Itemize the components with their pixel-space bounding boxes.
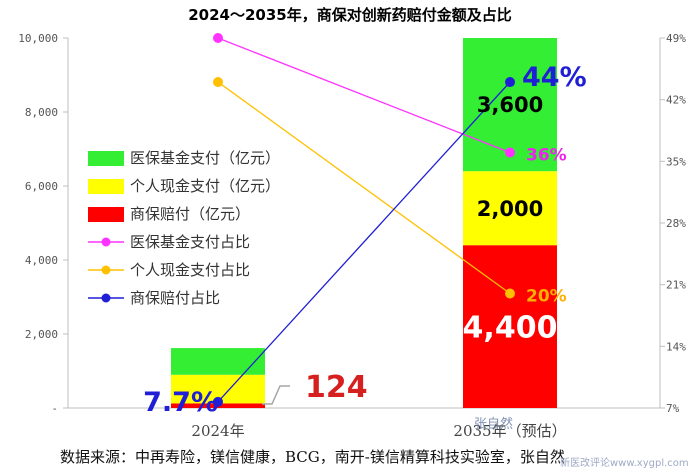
- left-tick-label: 4,000: [25, 254, 58, 267]
- leader-line: [262, 385, 290, 405]
- line-point: [213, 77, 223, 88]
- line-value-label: 7.7%: [143, 387, 218, 418]
- left-tick-label: 8,000: [25, 106, 58, 119]
- legend-swatch: [88, 151, 124, 166]
- legend: 医保基金支付（亿元） 个人现金支付（亿元） 商保赔付（亿元） 医保基金支付占比个人现金…: [88, 149, 280, 307]
- legend-label: 个人现金支付（亿元）: [130, 177, 280, 195]
- bar-segment: [171, 348, 265, 375]
- left-tick-label: 6,000: [25, 180, 58, 193]
- category-labels: 2024年 2035年（预估）: [191, 422, 566, 440]
- line-value-label: 36%: [526, 146, 567, 166]
- right-tick-label: 14%: [666, 340, 686, 353]
- right-tick-label: 7%: [666, 402, 680, 415]
- left-axis-ticks: - 2,000 4,000 6,000 8,000 10,000: [18, 32, 68, 415]
- data-labels: 124 4,400 2,000 3,600 36% 20% 7.7% 44%: [143, 62, 587, 418]
- bar-segment: [463, 171, 557, 246]
- line-point: [213, 33, 223, 43]
- category-label: 2035年（预估）: [453, 422, 566, 440]
- legend-label: 商保赔付占比: [130, 289, 220, 307]
- right-tick-label: 42%: [666, 94, 686, 107]
- line-series: [217, 81, 511, 403]
- watermark-text: 张自然: [474, 416, 513, 432]
- bar-value-label: 124: [305, 370, 368, 405]
- bar-value-label: 3,600: [477, 93, 543, 117]
- line-value-label: 44%: [522, 62, 587, 93]
- legend-marker: [101, 237, 111, 247]
- legend-marker: [101, 293, 111, 303]
- right-tick-label: 49%: [666, 32, 686, 45]
- legend-label: 个人现金支付占比: [130, 261, 250, 279]
- line-series: [217, 81, 511, 295]
- bar-value-label: 2,000: [477, 197, 543, 221]
- right-tick-label: 35%: [666, 155, 686, 168]
- line-point: [505, 147, 515, 158]
- category-label: 2024年: [191, 422, 244, 440]
- legend-swatch: [88, 207, 124, 222]
- bar-value-label: 4,400: [463, 310, 558, 345]
- line-point: [505, 288, 515, 299]
- left-tick-label: 10,000: [18, 32, 58, 45]
- right-axis-ticks: 7% 14% 21% 28% 35% 42% 49%: [660, 32, 686, 415]
- watermark-site: 新医改评论www.xygpl.com: [560, 456, 689, 469]
- legend-label: 医保基金支付（亿元）: [130, 149, 280, 167]
- line-series-group: [213, 33, 515, 407]
- line-point: [505, 77, 515, 88]
- right-tick-label: 28%: [666, 217, 686, 230]
- bar-segment: [463, 245, 557, 408]
- legend-marker: [101, 265, 111, 275]
- line-series: [217, 37, 511, 154]
- chart-title: 2024～2035年，商保对创新药赔付金额及占比: [188, 6, 512, 24]
- legend-label: 商保赔付（亿元）: [130, 205, 250, 223]
- line-point: [213, 396, 223, 407]
- legend-label: 医保基金支付占比: [130, 233, 250, 251]
- left-tick-label: 2,000: [25, 328, 58, 341]
- line-value-label: 20%: [526, 286, 567, 306]
- source-note: 数据来源：中再寿险，镁信健康，BCG，南开-镁信精算科技实验室，张自然: [60, 448, 565, 466]
- left-tick-label: -: [51, 402, 58, 415]
- legend-swatch: [88, 179, 124, 194]
- right-tick-label: 21%: [666, 279, 686, 292]
